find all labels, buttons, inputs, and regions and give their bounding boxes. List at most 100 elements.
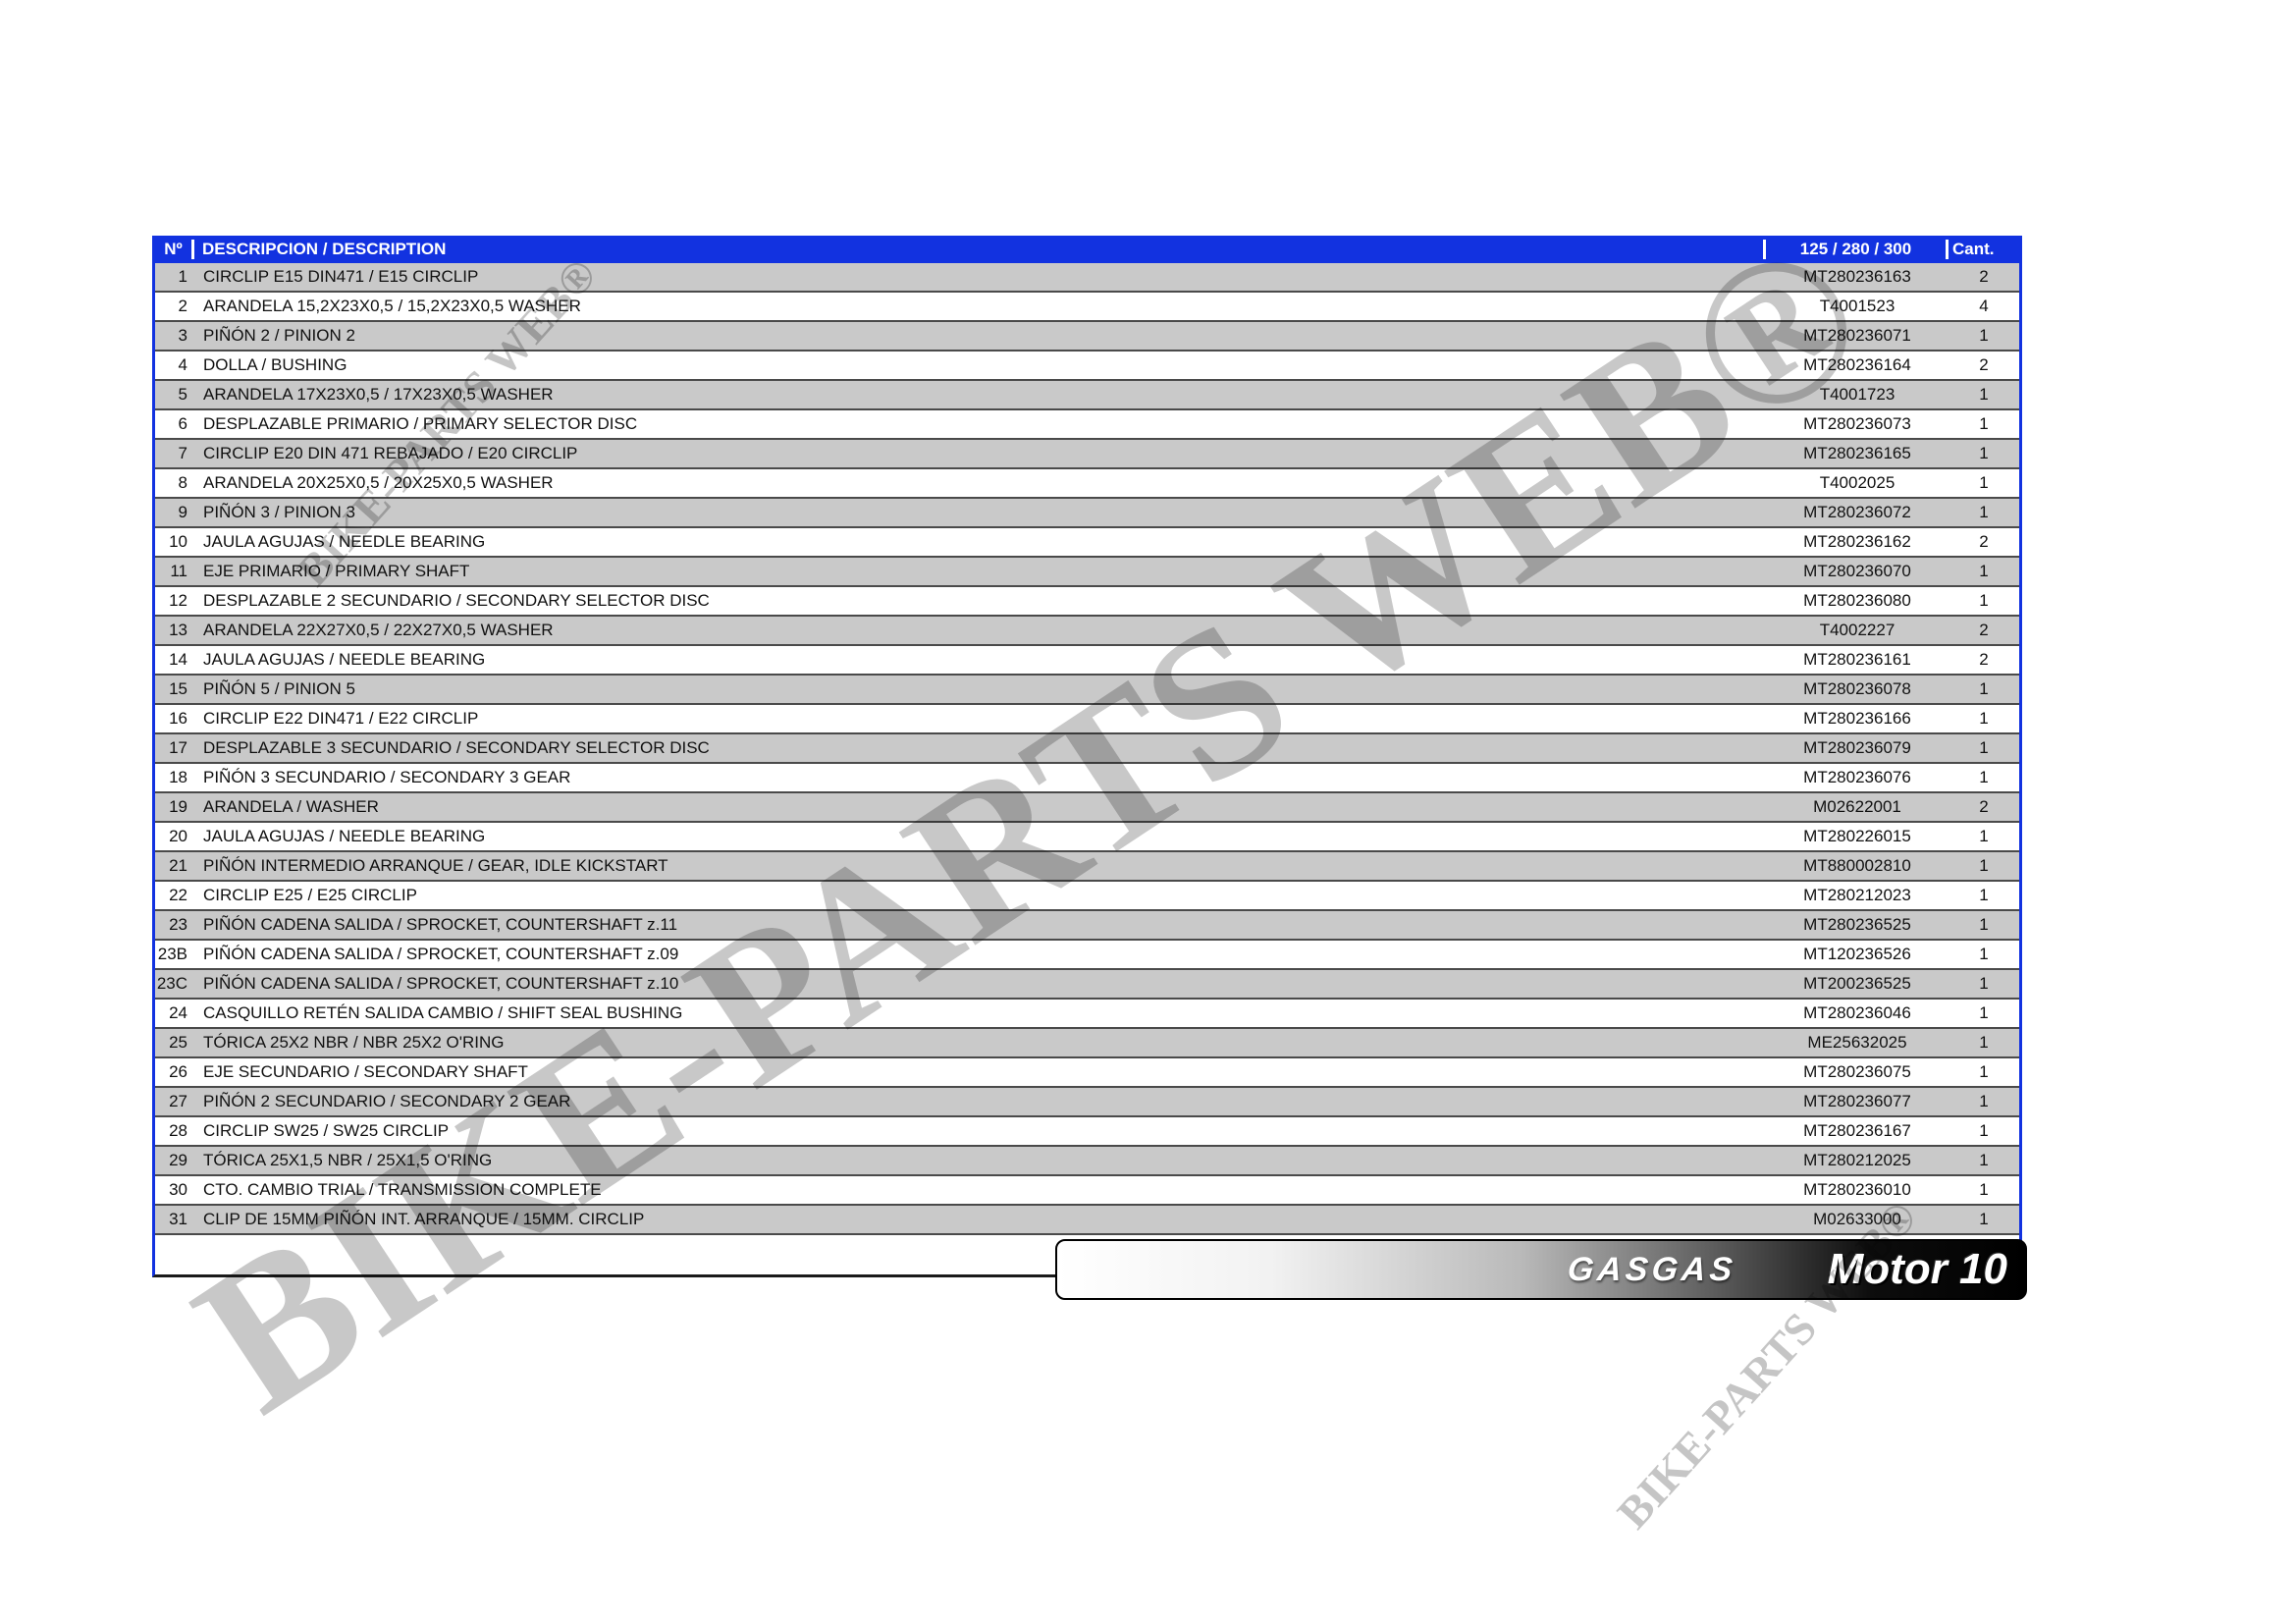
- table-row: 19 ARANDELA / WASHER M02622001 2: [155, 793, 2019, 823]
- row-number: 7: [178, 444, 187, 462]
- row-description: PIÑÓN CADENA SALIDA / SPROCKET, COUNTERS…: [203, 915, 678, 934]
- table-row: 11 EJE PRIMARIO / PRIMARY SHAFT MT28023607…: [155, 558, 2019, 587]
- row-quantity: 1: [1979, 591, 1989, 610]
- row-number: 6: [178, 414, 187, 433]
- row-number: 29: [169, 1151, 187, 1169]
- row-number: 8: [178, 473, 187, 492]
- row-part-number: MT280236071: [1803, 326, 1911, 345]
- row-quantity: 1: [1979, 768, 1989, 786]
- table-row: 10 JAULA AGUJAS / NEEDLE BEARING MT2802361…: [155, 528, 2019, 558]
- table-row: 31 CLIP DE 15MM PIÑÓN INT. ARRANQUE / 15M…: [155, 1206, 2019, 1235]
- row-quantity: 1: [1979, 856, 1989, 875]
- row-quantity: 1: [1979, 679, 1989, 698]
- row-quantity: 2: [1979, 355, 1989, 374]
- row-description: PIÑÓN CADENA SALIDA / SPROCKET, COUNTERS…: [203, 974, 679, 993]
- table-body: 1 CIRCLIP E15 DIN471 / E15 CIRCLIP MT28023…: [155, 263, 2019, 1235]
- row-quantity: 1: [1979, 945, 1989, 963]
- table-row: 15 PIÑÓN 5 / PINION 5 MT280236078 1: [155, 676, 2019, 705]
- row-part-number: MT280236078: [1803, 679, 1911, 698]
- row-description: DESPLAZABLE 2 SECUNDARIO / SECONDARY SEL…: [203, 591, 710, 610]
- row-number: 9: [178, 503, 187, 521]
- table-row: 24 CASQUILLO RETÉN SALIDA CAMBIO / SHIFT …: [155, 1000, 2019, 1029]
- row-quantity: 1: [1979, 414, 1989, 433]
- row-quantity: 1: [1979, 326, 1989, 345]
- row-description: CIRCLIP E20 DIN 471 REBAJADO / E20 CIRCL…: [203, 444, 578, 462]
- row-number: 19: [169, 797, 187, 816]
- row-number: 12: [169, 591, 187, 610]
- row-number: 30: [169, 1180, 187, 1199]
- row-quantity: 1: [1979, 915, 1989, 934]
- header-number: Nº: [164, 240, 183, 258]
- row-number: 21: [169, 856, 187, 875]
- row-description: CIRCLIP E25 / E25 CIRCLIP: [203, 886, 417, 904]
- table-row: 20 JAULA AGUJAS / NEEDLE BEARING MT2802260…: [155, 823, 2019, 852]
- row-part-number: MT200236525: [1803, 974, 1911, 993]
- row-number: 13: [169, 621, 187, 639]
- header-description: DESCRIPCION / DESCRIPTION: [202, 240, 447, 258]
- row-part-number: MT280236525: [1803, 915, 1911, 934]
- row-quantity: 1: [1979, 444, 1989, 462]
- row-quantity: 2: [1979, 267, 1989, 286]
- row-number: 4: [178, 355, 187, 374]
- table-row: 18 PIÑÓN 3 SECUNDARIO / SECONDARY 3 GEAR M…: [155, 764, 2019, 793]
- row-part-number: MT280226015: [1803, 827, 1911, 845]
- table-row: 23 PIÑÓN CADENA SALIDA / SPROCKET, COUNTE…: [155, 911, 2019, 941]
- row-description: CASQUILLO RETÉN SALIDA CAMBIO / SHIFT SE…: [203, 1003, 683, 1022]
- table-row: 17 DESPLAZABLE 3 SECUNDARIO / SECONDARY S…: [155, 734, 2019, 764]
- table-row: 13 ARANDELA 22X27X0,5 / 22X27X0,5 WASHER T…: [155, 617, 2019, 646]
- row-number: 17: [169, 738, 187, 757]
- row-part-number: MT280212023: [1803, 886, 1911, 904]
- table-row: 14 JAULA AGUJAS / NEEDLE BEARING MT2802361…: [155, 646, 2019, 676]
- row-quantity: 1: [1979, 827, 1989, 845]
- table-row: 26 EJE SECUNDARIO / SECONDARY SHAFT MT2802…: [155, 1058, 2019, 1088]
- row-part-number: MT280236072: [1803, 503, 1911, 521]
- row-quantity: 2: [1979, 797, 1989, 816]
- row-quantity: 1: [1979, 473, 1989, 492]
- row-quantity: 1: [1979, 1003, 1989, 1022]
- table-row: 9 PIÑÓN 3 / PINION 3 MT280236072 1: [155, 499, 2019, 528]
- row-quantity: 1: [1979, 1033, 1989, 1052]
- table-row: 23B PIÑÓN CADENA SALIDA / SPROCKET, COUNT…: [155, 941, 2019, 970]
- row-quantity: 1: [1979, 1151, 1989, 1169]
- row-part-number: M02633000: [1813, 1210, 1901, 1228]
- row-description: JAULA AGUJAS / NEEDLE BEARING: [203, 827, 486, 845]
- brand-banner: GASGAS Motor 10: [1055, 1239, 2027, 1300]
- row-part-number: MT280236076: [1803, 768, 1911, 786]
- row-description: CIRCLIP SW25 / SW25 CIRCLIP: [203, 1121, 450, 1140]
- row-part-number: MT280236166: [1803, 709, 1911, 728]
- row-part-number: T4001723: [1819, 385, 1896, 404]
- row-number: 10: [169, 532, 187, 551]
- table-row: 28 CIRCLIP SW25 / SW25 CIRCLIP MT280236167…: [155, 1117, 2019, 1147]
- row-description: PIÑÓN INTERMEDIO ARRANQUE / GEAR, IDLE K…: [203, 856, 668, 875]
- row-part-number: MT280236077: [1803, 1092, 1911, 1110]
- row-part-number: ME25632025: [1807, 1033, 1907, 1052]
- header-part-number: 125 / 280 / 300: [1799, 240, 1912, 258]
- table-row: 22 CIRCLIP E25 / E25 CIRCLIP MT280212023 1: [155, 882, 2019, 911]
- row-number: 23B: [157, 945, 187, 963]
- row-part-number: M02622001: [1813, 797, 1901, 816]
- row-number: 20: [169, 827, 187, 845]
- table-row: 6 DESPLAZABLE PRIMARIO / PRIMARY SELECTOR…: [155, 410, 2019, 440]
- row-quantity: 1: [1979, 385, 1989, 404]
- row-description: CIRCLIP E15 DIN471 / E15 CIRCLIP: [203, 267, 479, 286]
- row-description: CTO. CAMBIO TRIAL / TRANSMISSION COMPLET…: [203, 1180, 602, 1199]
- table-row: 8 ARANDELA 20X25X0,5 / 20X25X0,5 WASHER T4…: [155, 469, 2019, 499]
- row-description: TÓRICA 25X2 NBR / NBR 25X2 O'RING: [203, 1033, 505, 1052]
- row-quantity: 4: [1979, 297, 1989, 315]
- row-number: 22: [169, 886, 187, 904]
- table-row: 25 TÓRICA 25X2 NBR / NBR 25X2 O'RING ME256…: [155, 1029, 2019, 1058]
- table-header-row: Nº DESCRIPCION / DESCRIPTION 125 / 280 /…: [155, 236, 2019, 263]
- row-number: 23: [169, 915, 187, 934]
- row-description: ARANDELA 22X27X0,5 / 22X27X0,5 WASHER: [203, 621, 554, 639]
- motor-model-label: Motor 10: [1827, 1245, 2007, 1293]
- row-quantity: 1: [1979, 709, 1989, 728]
- row-part-number: MT120236526: [1803, 945, 1911, 963]
- row-description: EJE SECUNDARIO / SECONDARY SHAFT: [203, 1062, 528, 1081]
- row-part-number: MT280236165: [1803, 444, 1911, 462]
- row-quantity: 2: [1979, 532, 1989, 551]
- table-row: 12 DESPLAZABLE 2 SECUNDARIO / SECONDARY S…: [155, 587, 2019, 617]
- row-description: PIÑÓN 3 SECUNDARIO / SECONDARY 3 GEAR: [203, 768, 571, 786]
- row-part-number: MT280236046: [1803, 1003, 1911, 1022]
- row-number: 14: [169, 650, 187, 669]
